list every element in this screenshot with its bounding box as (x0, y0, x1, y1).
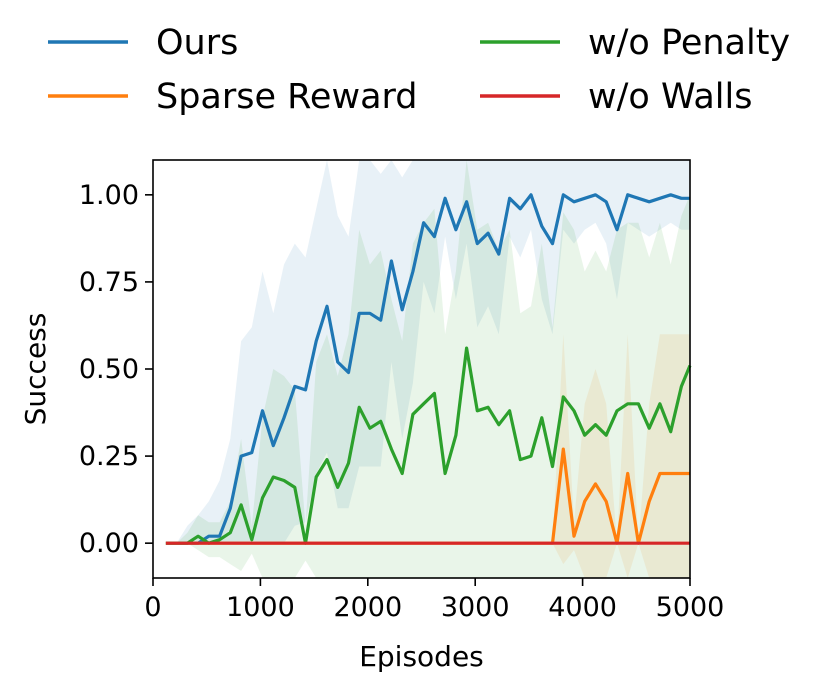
y-tick-label: 0.50 (79, 354, 139, 385)
y-tick-label: 0.75 (79, 267, 139, 298)
x-tick-label: 3000 (441, 592, 510, 623)
x-tick-label: 0 (144, 592, 161, 623)
band-ours (165, 160, 690, 544)
legend-label-w-o-penalty: w/o Penalty (588, 23, 790, 63)
y-axis: 0.00 0.25 0.50 0.75 1.00 (79, 180, 153, 559)
x-axis: 0 1000 2000 3000 4000 5000 (144, 578, 724, 623)
y-axis-label: Success (19, 313, 52, 426)
y-tick-label: 1.00 (79, 180, 139, 211)
legend-label-w-o-walls: w/o Walls (588, 77, 752, 117)
x-axis-label: Episodes (359, 640, 484, 673)
series-lines (165, 193, 692, 545)
line-w-o-penalty (165, 346, 692, 545)
legend-label-sparse-reward: Sparse Reward (156, 77, 418, 117)
x-tick-label: 4000 (548, 592, 617, 623)
x-tick-label: 5000 (656, 592, 725, 623)
band-sparse-reward (165, 334, 690, 578)
legend: Ours Sparse Reward w/o Penalty w/o Walls (48, 23, 790, 117)
y-tick-label: 0.25 (79, 441, 139, 472)
x-tick-label: 2000 (333, 592, 402, 623)
x-tick-label: 1000 (226, 592, 295, 623)
y-tick-label: 0.00 (79, 528, 139, 559)
line-ours (165, 193, 690, 545)
legend-label-ours: Ours (156, 23, 238, 63)
